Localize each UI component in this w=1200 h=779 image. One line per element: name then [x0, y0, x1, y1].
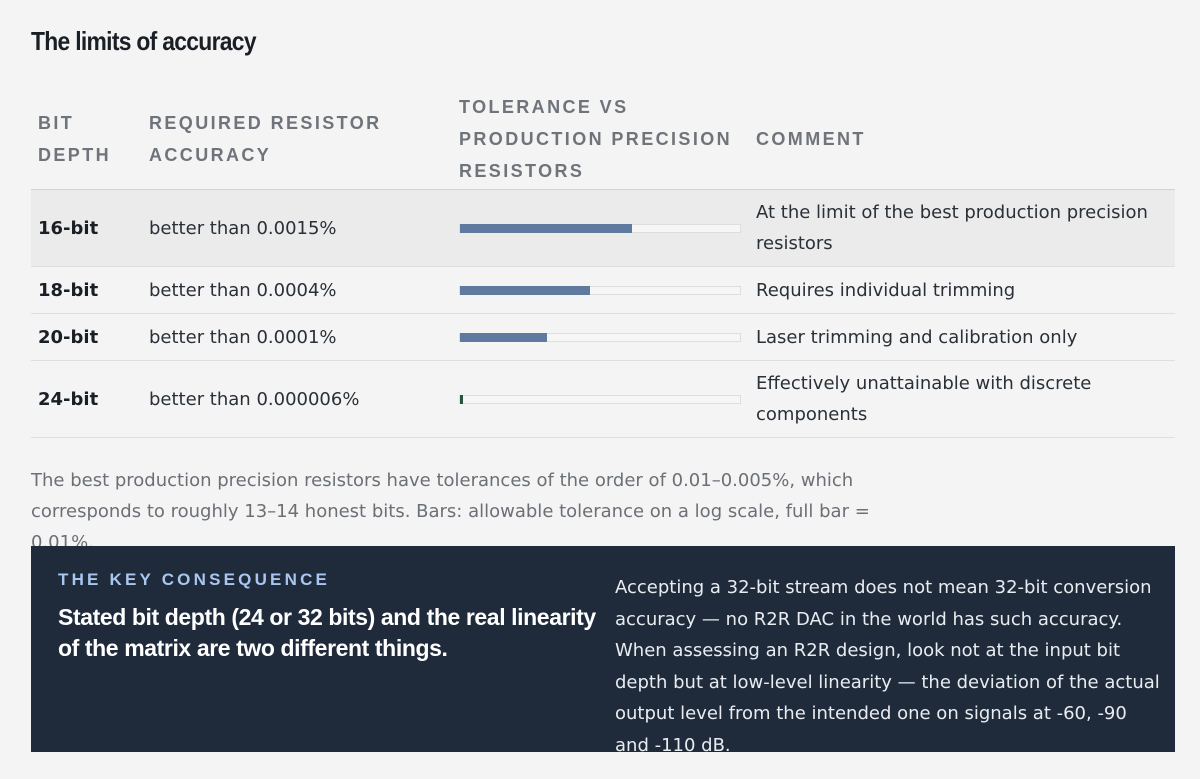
page-title: The limits of accuracy — [31, 26, 257, 56]
comment-cell: At the limit of the best production prec… — [756, 202, 1148, 254]
accuracy-cell: better than 0.0004% — [149, 279, 337, 301]
tolerance-bar-track — [459, 223, 741, 233]
comment-cell: Requires individual trimming — [756, 279, 1016, 301]
bit-depth-cell: 20-bit — [38, 326, 99, 348]
tolerance-bar-fill — [460, 394, 463, 404]
table-row: 18-bit better than 0.0004% Requires indi… — [31, 267, 1175, 314]
bit-depth-cell: 16-bit — [38, 217, 99, 239]
comment-cell: Effectively unattainable with discrete c… — [756, 373, 1092, 425]
accuracy-cell: better than 0.0015% — [149, 217, 337, 239]
bit-depth-cell: 18-bit — [38, 279, 99, 301]
panel-kicker: THE KEY CONSEQUENCE — [58, 570, 331, 589]
table-row: 16-bit better than 0.0015% At the limit … — [31, 190, 1175, 267]
tolerance-bar-track — [459, 285, 741, 295]
panel-body: Accepting a 32-bit stream does not mean … — [615, 577, 1160, 756]
tolerance-bar-fill — [460, 223, 632, 233]
table-row: 20-bit better than 0.0001% Laser trimmin… — [31, 314, 1175, 361]
key-consequence-panel: THE KEY CONSEQUENCE Stated bit depth (24… — [31, 546, 1175, 756]
tolerance-bar-cell — [459, 190, 741, 266]
footnote: The best production precision resistors … — [31, 470, 870, 553]
table-row: 24-bit better than 0.000006% Effectively… — [31, 361, 1175, 438]
tolerance-bar-cell — [459, 314, 741, 360]
table-header: BIT DEPTH REQUIRED RESISTOR ACCURACY TOL… — [31, 88, 1175, 190]
tolerance-bar-track — [459, 332, 741, 342]
header-comment: COMMENT — [756, 128, 866, 149]
header-required-accuracy: REQUIRED RESISTOR ACCURACY — [149, 112, 382, 165]
tolerance-bar-fill — [460, 285, 590, 295]
bit-depth-cell: 24-bit — [38, 388, 99, 410]
header-bit-depth: BIT DEPTH — [38, 112, 112, 165]
tolerance-bar-cell — [459, 267, 741, 313]
accuracy-cell: better than 0.000006% — [149, 388, 360, 410]
comment-cell: Laser trimming and calibration only — [756, 326, 1078, 348]
tolerance-bar-fill — [460, 332, 547, 342]
header-tolerance: TOLERANCE VS PRODUCTION PRECISION RESIST… — [459, 96, 733, 181]
tolerance-bar-cell — [459, 361, 741, 437]
accuracy-cell: better than 0.0001% — [149, 326, 337, 348]
tolerance-bar-track — [459, 394, 741, 404]
panel-headline: Stated bit depth (24 or 32 bits) and the… — [58, 604, 596, 661]
